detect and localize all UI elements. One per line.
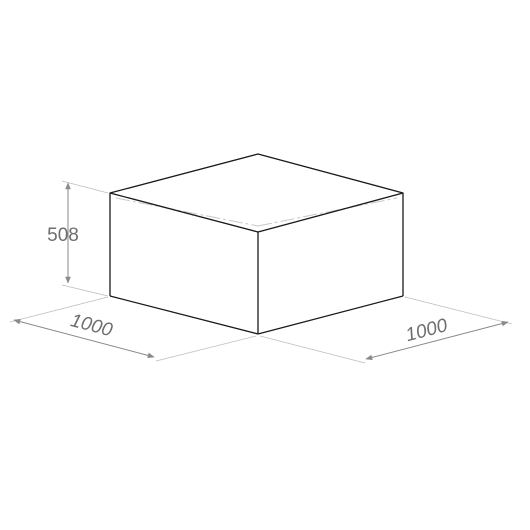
hidden-edges	[109, 192, 404, 233]
ext-right-back	[404, 296, 513, 325]
hidden-edge-right-inner	[257, 197, 398, 227]
box-top-face	[109, 153, 404, 233]
dimension-lines	[13, 182, 509, 361]
dim-line-width-left	[13, 318, 155, 359]
box-outline	[109, 153, 404, 335]
dimension-label-height: 508	[47, 225, 79, 246]
box-bottom-left-edge	[109, 295, 259, 335]
hidden-edge-left-inner	[115, 197, 259, 227]
dim-line-width-right	[365, 320, 509, 361]
ext-right-front	[259, 335, 366, 364]
ext-height-top	[61, 180, 109, 194]
box-bottom-right-edge	[257, 295, 404, 335]
dimension-label-width-right: 1000	[403, 315, 450, 346]
ext-left-back	[9, 296, 109, 323]
ext-left-front	[155, 335, 257, 362]
ext-height-bottom	[61, 284, 109, 297]
